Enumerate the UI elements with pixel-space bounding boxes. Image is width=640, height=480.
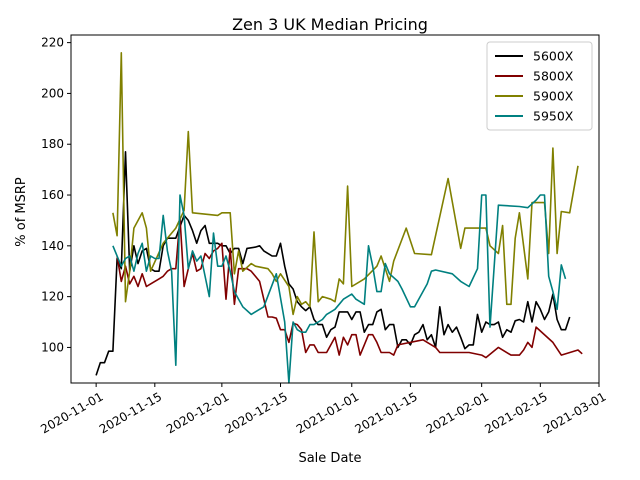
y-axis: 100 120 140 160 180 200 220	[41, 36, 71, 354]
x-tick-label: 2021-02-01	[424, 389, 491, 436]
legend-label: 5950X	[533, 109, 574, 124]
y-tick-label: 220	[41, 36, 64, 50]
y-tick-label: 180	[41, 137, 64, 151]
plot-frame	[70, 34, 600, 384]
x-tick-label: 2020-11-15	[97, 389, 164, 436]
legend-box	[486, 41, 593, 131]
y-tick-label: 120	[41, 290, 64, 304]
series-line-5950x	[112, 194, 567, 384]
x-tick-label: 2021-01-01	[294, 389, 361, 436]
x-tick-label: 2021-02-15	[482, 389, 549, 436]
legend: 5600X 5800X 5900X 5950X	[486, 41, 593, 131]
x-tick-label: 2021-01-15	[353, 389, 420, 436]
chart-title: Zen 3 UK Median Pricing	[232, 15, 428, 34]
legend-label: 5800X	[533, 69, 574, 84]
y-tick-label: 160	[41, 188, 64, 202]
x-axis-label: Sale Date	[298, 451, 361, 466]
y-tick-label: 100	[41, 340, 64, 354]
series-line-5900x	[112, 51, 579, 316]
legend-label: 5600X	[533, 49, 574, 64]
series-line-5600x	[95, 151, 571, 376]
y-tick-label: 140	[41, 239, 64, 253]
x-tick-label: 2020-11-01	[38, 389, 105, 436]
x-tick-label: 2020-12-15	[223, 389, 290, 436]
plot-series	[95, 51, 583, 384]
x-tick-label: 2021-03-01	[541, 389, 608, 436]
y-axis-label: % of MSRP	[14, 177, 29, 247]
x-tick-label: 2020-12-01	[164, 389, 231, 436]
y-tick-label: 200	[41, 86, 64, 100]
legend-label: 5900X	[533, 89, 574, 104]
